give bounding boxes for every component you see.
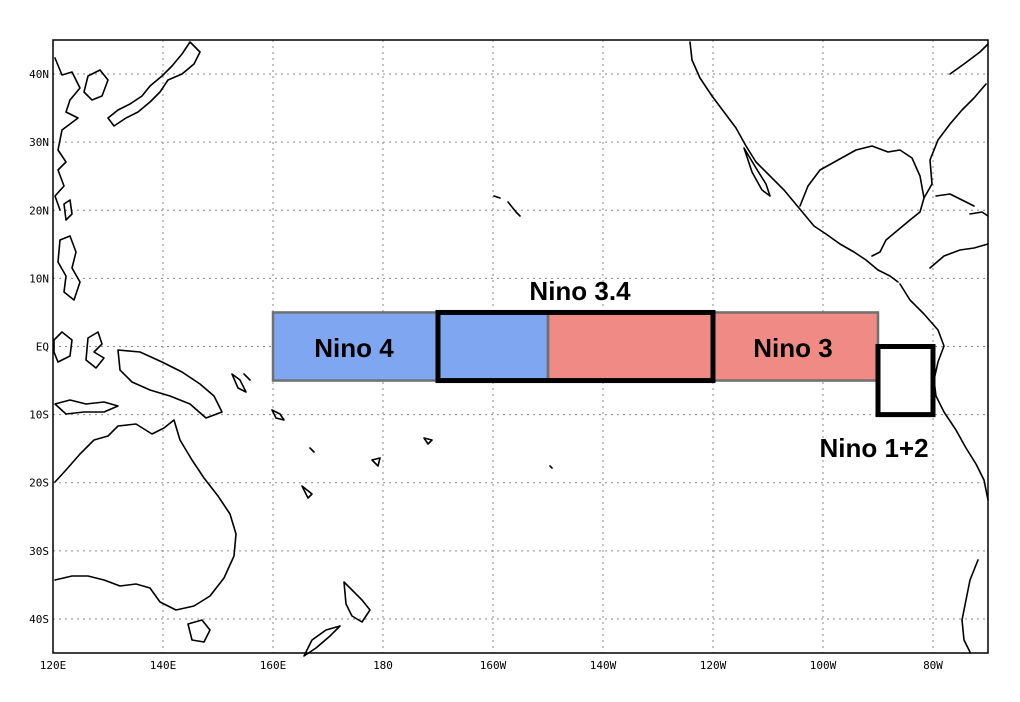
latitude-tick-label: 40N — [29, 68, 49, 81]
us-east-coast — [923, 43, 989, 199]
nino34-box — [435, 309, 716, 384]
latitude-tick-label: 10N — [29, 272, 49, 285]
new-guinea-coast — [117, 349, 223, 419]
nino34-label: Nino 3.4 — [529, 276, 631, 306]
solomon-islands-coast — [231, 373, 285, 421]
nino3-label: Nino 3 — [753, 333, 832, 363]
baja-california-coast — [743, 147, 771, 197]
longitude-tick-label: 80W — [923, 659, 943, 672]
map-frame — [52, 39, 989, 654]
region-outlines — [271, 309, 936, 418]
caribbean-islands — [935, 193, 989, 217]
longitude-tick-labels: 120E 140E 160E 180 160W 140W 120W 100W 80W — [40, 659, 944, 672]
latitude-tick-label: 20N — [29, 204, 49, 217]
nino4-label: Nino 4 — [314, 333, 394, 363]
latitude-tick-label: 30S — [29, 545, 49, 558]
australia-coast — [54, 419, 237, 611]
pacific-islands — [243, 195, 553, 499]
korea-coast — [83, 69, 109, 101]
new-zealand-coast — [303, 581, 371, 657]
latitude-tick-label: 20S — [29, 477, 49, 490]
philippines-coast — [57, 235, 81, 301]
north-america-west-coast — [689, 41, 899, 283]
northern-south-america-coast — [929, 243, 989, 269]
borneo-coast — [53, 331, 73, 363]
taiwan-coast — [63, 199, 73, 221]
longitude-tick-label: 140E — [150, 659, 177, 672]
latitude-tick-label: 40S — [29, 613, 49, 626]
latitude-tick-label: 30N — [29, 136, 49, 149]
sulawesi-coast — [85, 331, 105, 369]
nino12-label: Nino 1+2 — [819, 433, 928, 463]
tasmania-coast — [187, 619, 211, 643]
longitude-tick-label: 160W — [480, 659, 507, 672]
gulf-coast — [799, 145, 925, 257]
longitude-tick-label: 120E — [40, 659, 67, 672]
longitude-tick-label: 180 — [373, 659, 393, 672]
longitude-tick-label: 120W — [700, 659, 727, 672]
longitude-tick-label: 140W — [590, 659, 617, 672]
japan-coast — [107, 41, 201, 127]
nino12-box — [875, 344, 936, 418]
east-asia-coast — [54, 57, 81, 211]
latitude-tick-label: 10S — [29, 409, 49, 422]
region-labels: Nino 4 Nino 3 Nino 3.4 Nino 1+2 — [314, 276, 928, 463]
coastlines — [53, 41, 989, 657]
latitude-tick-labels: 40N 30N 20N 10N EQ 10S 20S 30S 40S — [29, 68, 49, 626]
longitude-tick-label: 160E — [260, 659, 287, 672]
lesser-sunda-coast — [54, 399, 119, 415]
longitude-tick-label: 100W — [810, 659, 837, 672]
nino4-region — [273, 312, 548, 381]
latitude-tick-label: EQ — [36, 341, 49, 354]
